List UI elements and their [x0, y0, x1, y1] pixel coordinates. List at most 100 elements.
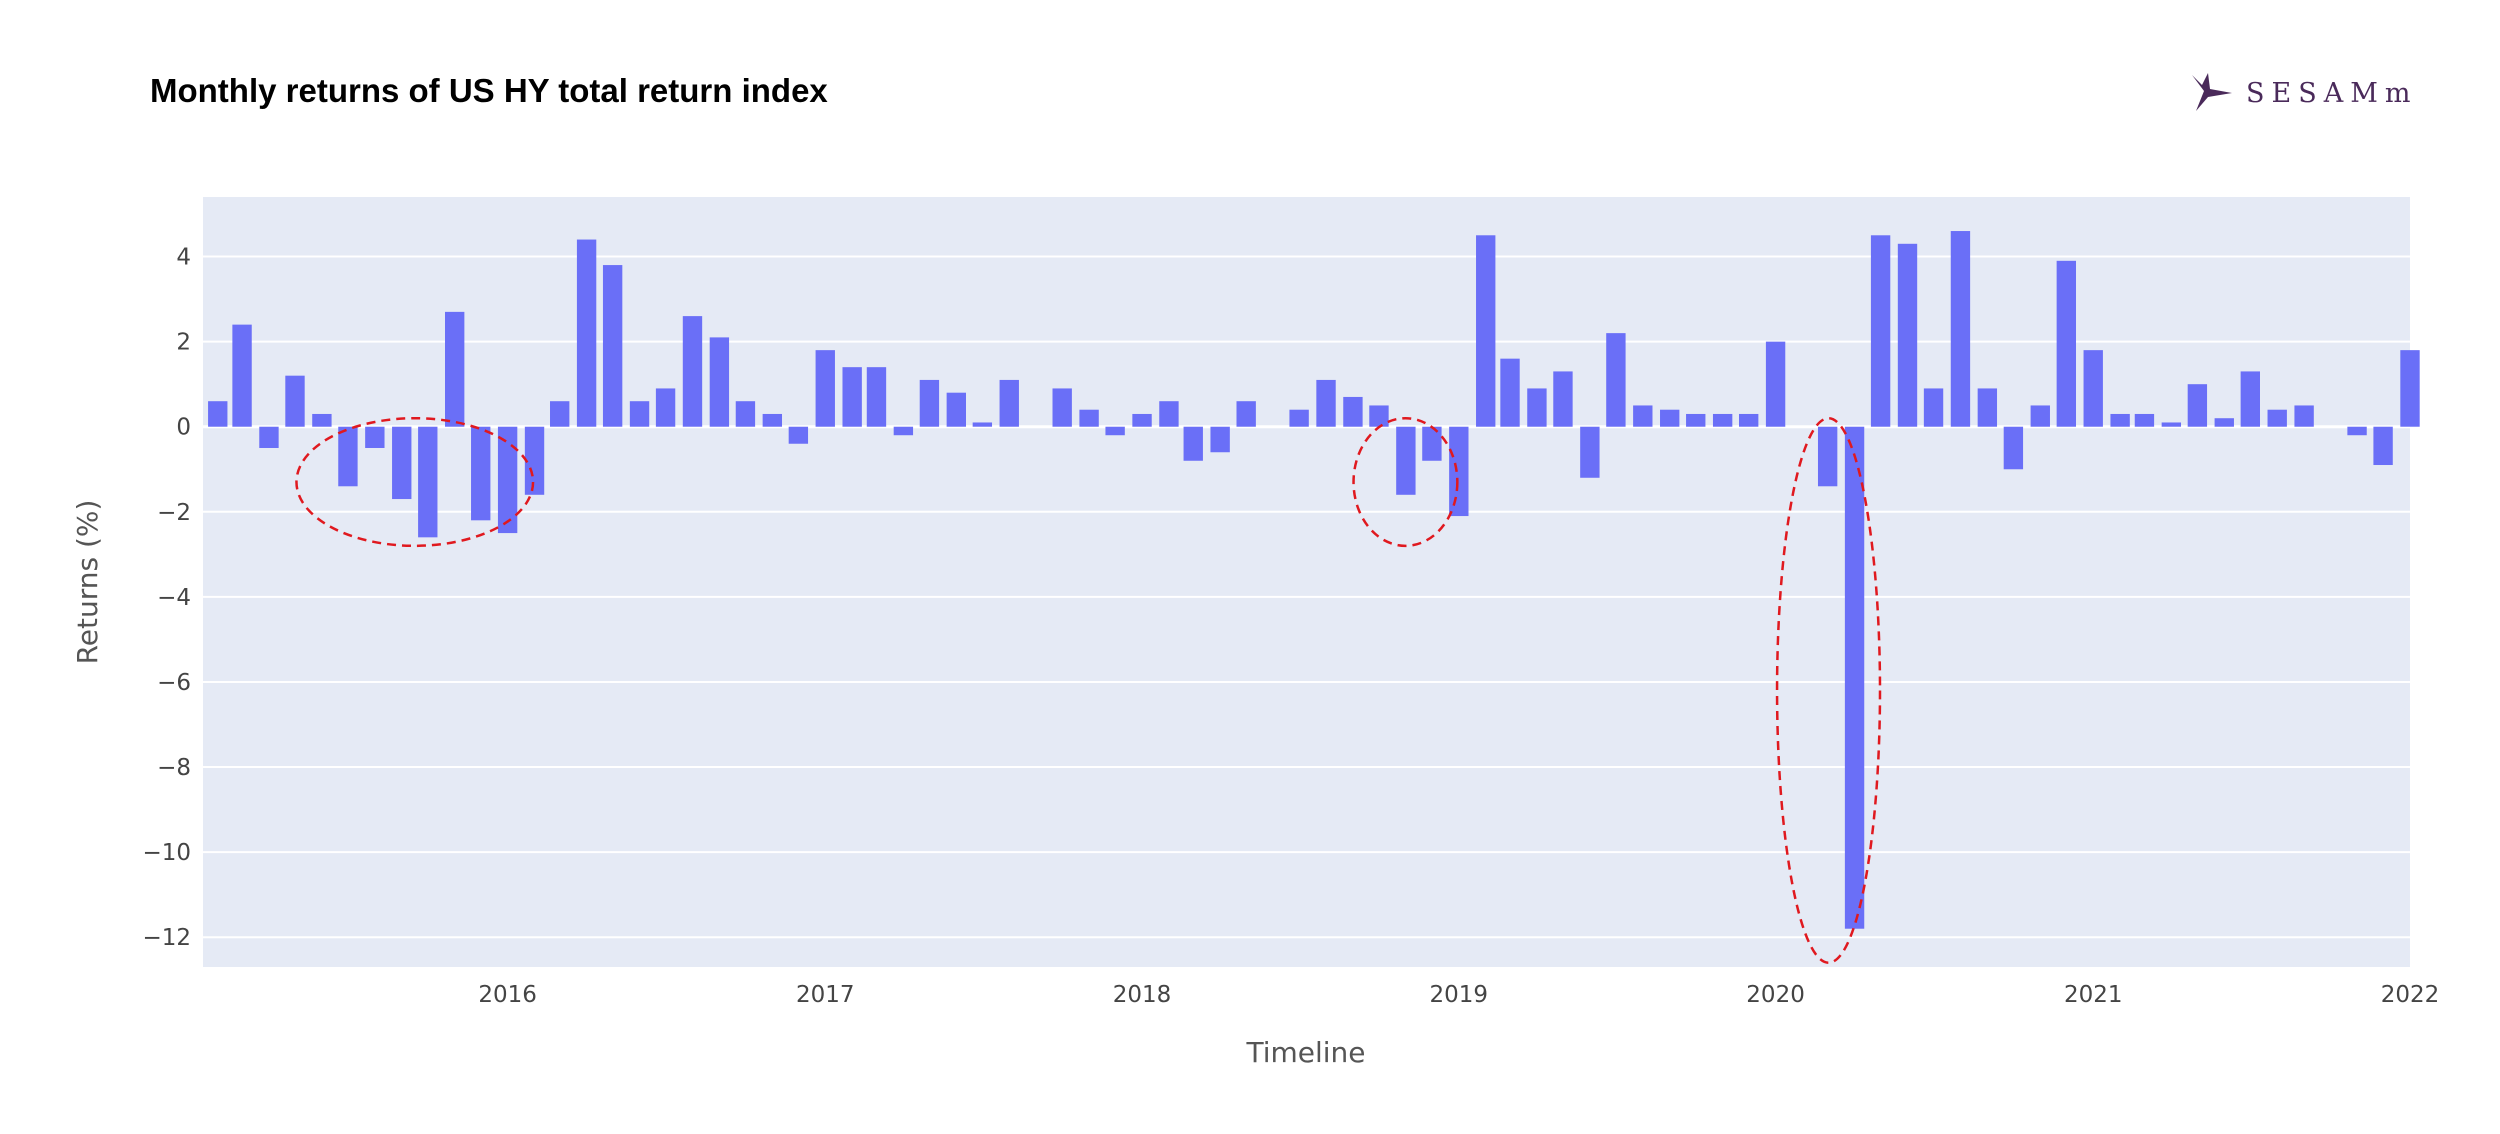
- x-axis-ticks: 2016 2017 2018 2019 2020 2021 2022: [478, 982, 2439, 1008]
- x-tick-label: 2020: [1746, 982, 1805, 1008]
- bar: [1553, 371, 1573, 427]
- bar: [815, 350, 835, 427]
- y-tick-label: −6: [157, 670, 191, 696]
- y-tick-label: 0: [176, 415, 191, 441]
- y-tick-label: −8: [157, 755, 191, 781]
- bar: [1765, 341, 1786, 427]
- bar: [1449, 426, 1469, 517]
- bar: [338, 426, 358, 487]
- bar: [1079, 409, 1099, 427]
- bar: [2134, 413, 2155, 427]
- sesamm-bird-icon: [2192, 73, 2232, 111]
- bar: [365, 426, 385, 448]
- bar: [232, 324, 252, 427]
- bar: [788, 426, 809, 444]
- plot-area: [203, 197, 2410, 967]
- bar: [524, 426, 545, 495]
- bar: [1289, 409, 1309, 427]
- bar: [1132, 413, 1152, 427]
- x-tick-label: 2019: [1430, 982, 1489, 1008]
- x-tick-label: 2021: [2064, 982, 2123, 1008]
- bar: [1210, 426, 1230, 453]
- bar: [999, 379, 1019, 427]
- x-tick-label: 2017: [796, 982, 855, 1008]
- logo-text: SESAMm: [2246, 77, 2418, 109]
- bar: [1422, 426, 1442, 461]
- bar: [1159, 401, 1179, 427]
- y-tick-label: −4: [157, 585, 191, 611]
- highlight-ellipse: [295, 416, 535, 548]
- bar: [2110, 413, 2130, 427]
- bar: [2161, 422, 2182, 427]
- bar: [629, 401, 650, 427]
- bar: [1343, 396, 1363, 427]
- bar: [842, 367, 862, 427]
- bar: [1950, 231, 1971, 427]
- logo: SESAMm: [2188, 68, 2417, 118]
- bar: [655, 388, 676, 427]
- y-tick-label: −2: [157, 500, 191, 526]
- y-tick-label: 4: [176, 245, 191, 271]
- bar: [1500, 358, 1520, 427]
- bar: [1923, 388, 1944, 427]
- bar: [1527, 388, 1547, 427]
- bar: [1369, 405, 1389, 427]
- bar: [919, 379, 940, 427]
- bar: [1633, 405, 1653, 427]
- x-tick-label: 2022: [2381, 982, 2440, 1008]
- bar: [972, 422, 993, 427]
- page-title: Monthly returns of US HY total return in…: [150, 72, 828, 109]
- bar: [2030, 405, 2050, 427]
- x-axis-title: Timeline: [1245, 1036, 1365, 1069]
- bar: [1977, 388, 1998, 427]
- bar: [1712, 413, 1733, 427]
- bar: [285, 375, 305, 427]
- bar: [497, 426, 518, 534]
- bar: [1870, 235, 1891, 427]
- bar: [2294, 405, 2314, 427]
- bar: [2056, 260, 2077, 427]
- bar: [2003, 426, 2024, 470]
- bar: [2400, 350, 2420, 427]
- y-tick-label: 2: [176, 330, 191, 356]
- bar: [2214, 418, 2234, 427]
- bar: [418, 426, 438, 538]
- bar: [602, 265, 623, 427]
- bar: [1844, 426, 1865, 929]
- bar: [1396, 426, 1416, 495]
- bar: [1052, 388, 1072, 427]
- bar: [1606, 333, 1626, 427]
- bar: [2240, 371, 2260, 427]
- bar: [208, 401, 228, 427]
- bar: [2267, 409, 2287, 427]
- bar: [946, 392, 966, 427]
- bar: [1476, 235, 1496, 427]
- bar: [444, 311, 465, 427]
- y-axis-ticks: 4 2 0 −2 −4 −6 −8 −10 −12: [142, 245, 191, 952]
- bar: [2373, 426, 2393, 466]
- bar: [312, 413, 332, 427]
- bar: [893, 426, 914, 436]
- bar: [1817, 426, 1838, 487]
- bar: [1105, 426, 1125, 436]
- bars: [208, 231, 2420, 929]
- y-axis-title: Returns (%): [71, 500, 104, 665]
- highlight-ellipse: [1775, 416, 1882, 964]
- highlight-ellipse: [1352, 416, 1459, 548]
- bar: [762, 413, 783, 427]
- bar: [709, 337, 730, 427]
- bar: [2083, 350, 2103, 427]
- bar: [682, 316, 703, 427]
- bar: [1316, 379, 1336, 427]
- bar: [259, 426, 279, 448]
- x-tick-label: 2018: [1113, 982, 1172, 1008]
- annotations: [295, 416, 1882, 964]
- bar: [1183, 426, 1203, 461]
- bar: [866, 367, 887, 427]
- bar: [2347, 426, 2367, 436]
- bar: [1897, 243, 1918, 427]
- bar: [735, 401, 756, 427]
- x-tick-label: 2016: [478, 982, 537, 1008]
- bar: [1738, 413, 1759, 427]
